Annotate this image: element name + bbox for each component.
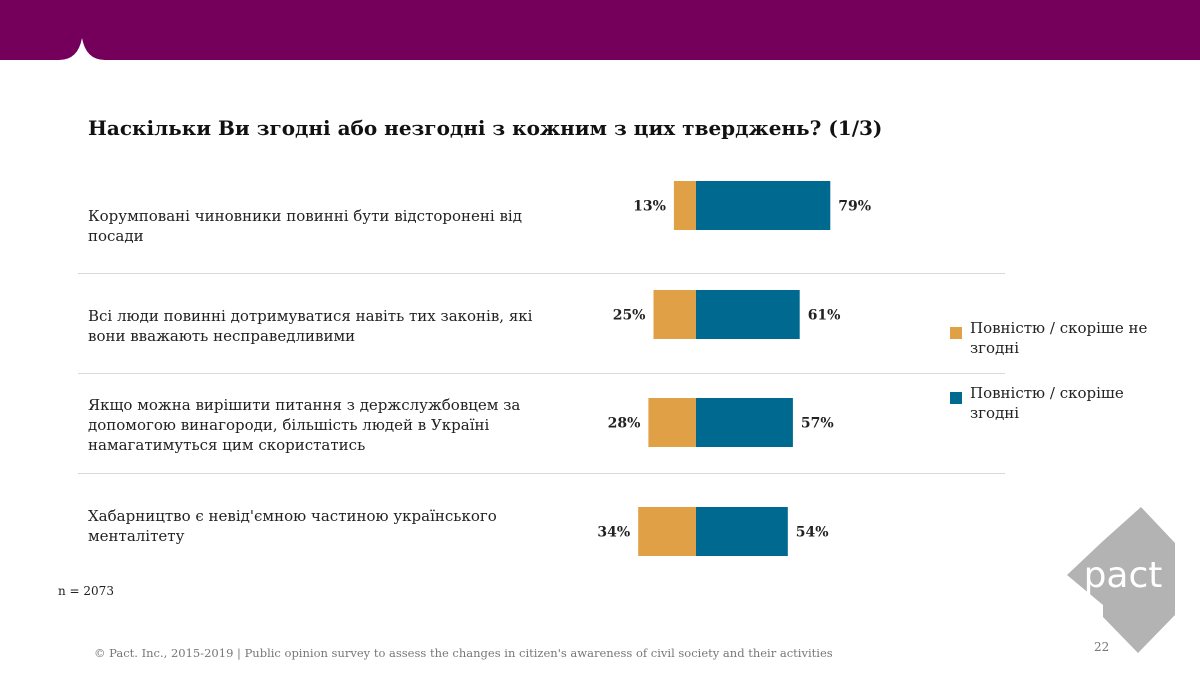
- bar-disagree: [653, 290, 696, 339]
- statement-4: Хабарництво є невід'ємною частиною украї…: [88, 507, 497, 545]
- bar-agree: [696, 507, 788, 556]
- legend-item-disagree: Повністю / скоріше не згодні: [950, 318, 1160, 358]
- data-label-disagree: 25%: [613, 308, 646, 324]
- data-label-agree: 54%: [796, 525, 829, 541]
- data-label-disagree: 34%: [597, 525, 630, 541]
- pact-logo: pact: [1067, 507, 1175, 653]
- statement-2: Всі люди повинні дотримуватися навіть ти…: [88, 307, 533, 345]
- bar-agree: [696, 398, 793, 447]
- data-label-disagree: 13%: [633, 199, 666, 215]
- row-divider: [78, 473, 1005, 474]
- legend-label-agree: Повністю / скоріше згодні: [970, 384, 1124, 422]
- sample-size: n = 2073: [58, 584, 114, 598]
- bar-disagree: [638, 507, 696, 556]
- statement-1: Корумповані чиновники повинні бути відст…: [88, 207, 522, 245]
- page-title: Наскільки Ви згодні або незгодні з кожни…: [88, 116, 883, 140]
- bar-disagree: [673, 181, 696, 230]
- legend-label-disagree: Повністю / скоріше не згодні: [970, 319, 1148, 357]
- page-number: 22: [1094, 640, 1110, 654]
- header-banner: [0, 0, 1200, 60]
- bar-agree: [696, 290, 800, 339]
- data-label-agree: 61%: [808, 308, 841, 324]
- data-label-agree: 79%: [838, 199, 871, 215]
- bar-agree: [696, 181, 831, 230]
- legend-swatch-disagree: [950, 327, 962, 339]
- footer-text: © Pact. Inc., 2015-2019 | Public opinion…: [94, 646, 833, 660]
- statement-3: Якщо можна вирішити питання з держслужбо…: [88, 396, 521, 454]
- bar-disagree: [648, 398, 696, 447]
- row-divider: [78, 273, 1005, 274]
- legend-item-agree: Повністю / скоріше згодні: [950, 383, 1160, 423]
- legend-swatch-agree: [950, 392, 962, 404]
- data-label-agree: 57%: [801, 416, 834, 432]
- svg-text:pact: pact: [1084, 555, 1163, 596]
- data-label-disagree: 28%: [608, 416, 641, 432]
- row-divider: [78, 373, 1005, 374]
